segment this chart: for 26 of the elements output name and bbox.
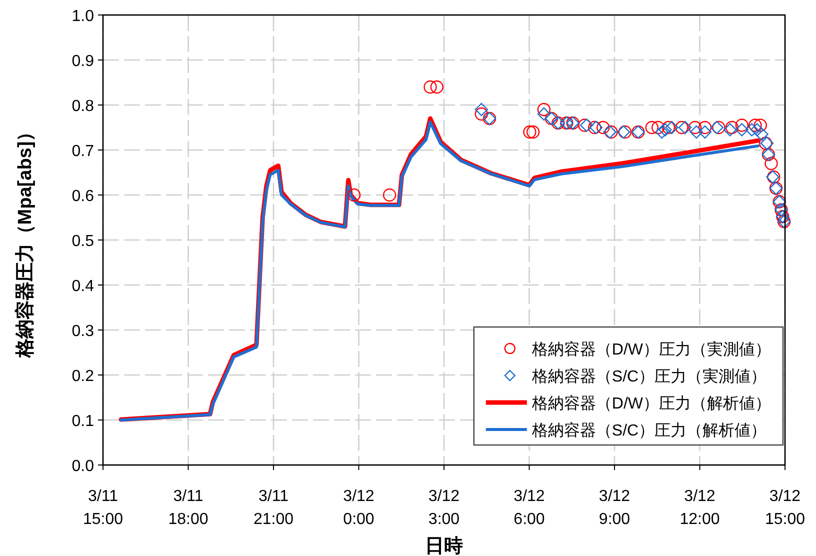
x-tick-label: 3/11 18:00 — [168, 488, 208, 528]
y-tick-label: 0.6 — [72, 188, 94, 205]
y-tick-label: 0.2 — [72, 368, 94, 385]
y-tick-label: 0.7 — [72, 143, 94, 160]
y-tick-label: 0.9 — [72, 53, 94, 70]
x-tick-label: 3/11 21:00 — [253, 488, 294, 528]
legend-label: 格納容器（S/C）圧力（実測値） — [530, 368, 767, 386]
y-tick-label: 0.4 — [72, 278, 94, 295]
y-axis-title: 格納容器圧力（Mpa[abs]） — [14, 122, 36, 359]
x-tick-label: 3/12 6:00 — [514, 488, 545, 528]
legend-label: 格納容器（D/W）圧力（実測値） — [530, 340, 771, 358]
legend-label: 格納容器（S/C）圧力（解析値） — [530, 422, 767, 440]
y-tick-label: 0.1 — [72, 413, 94, 430]
x-tick-label: 3/11 15:00 — [82, 488, 124, 528]
x-axis-title: 日時 — [425, 535, 463, 556]
x-tick-label: 3/12 15:00 — [764, 488, 806, 528]
x-tick-label: 3/12 12:00 — [680, 488, 720, 528]
y-tick-label: 0.0 — [72, 458, 94, 475]
x-tick-label: 3/12 9:00 — [598, 488, 630, 528]
y-tick-label: 0.3 — [72, 323, 94, 340]
y-tick-label: 1.0 — [72, 8, 94, 25]
y-tick-label: 0.5 — [72, 233, 94, 250]
y-tick-label: 0.8 — [72, 98, 94, 115]
x-tick-label: 3/12 0:00 — [343, 488, 374, 528]
x-tick-label: 3/12 3:00 — [428, 488, 460, 528]
legend-label: 格納容器（D/W）圧力（解析値） — [530, 394, 771, 412]
